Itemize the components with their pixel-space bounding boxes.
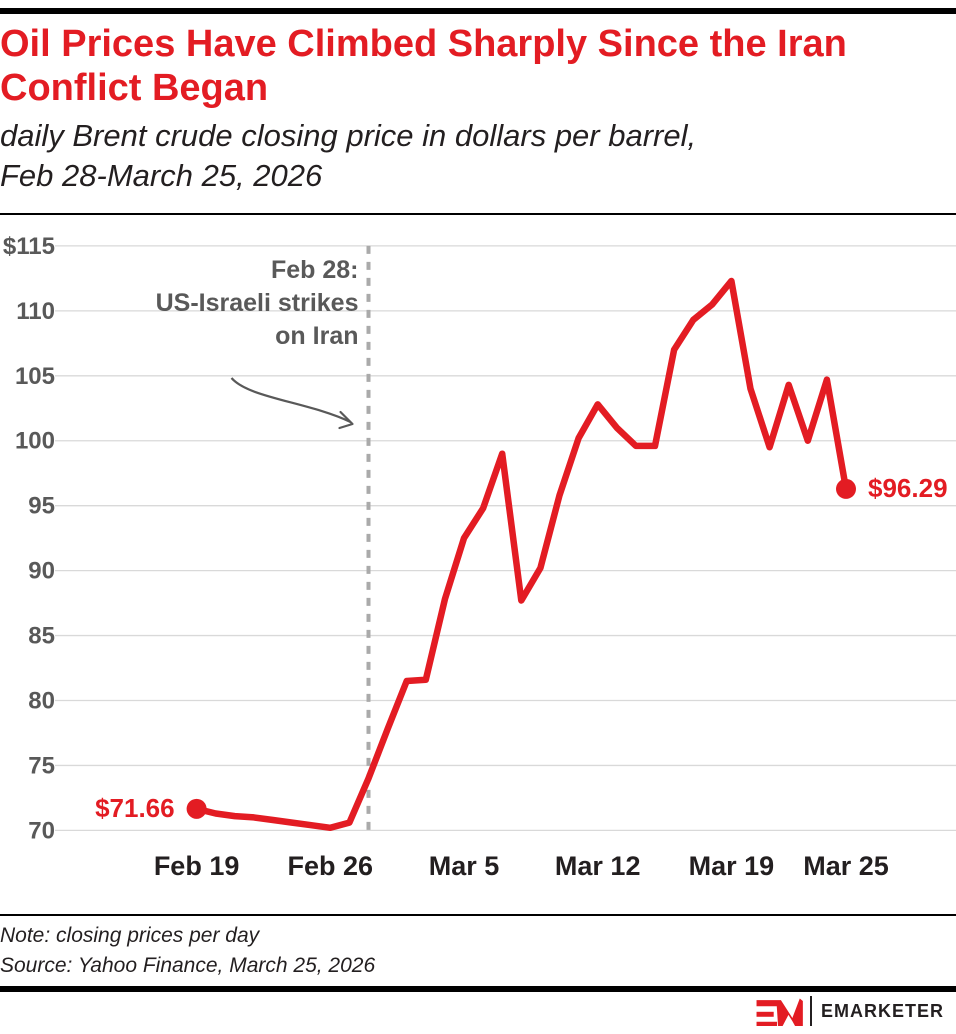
svg-text:110: 110 bbox=[16, 298, 55, 325]
svg-text:95: 95 bbox=[28, 493, 55, 520]
svg-text:85: 85 bbox=[28, 623, 55, 650]
svg-text:80: 80 bbox=[28, 688, 55, 715]
svg-text:100: 100 bbox=[15, 428, 55, 455]
svg-text:$96.29: $96.29 bbox=[868, 473, 948, 503]
svg-text:Mar 12: Mar 12 bbox=[555, 851, 641, 880]
svg-text:Mar 25: Mar 25 bbox=[803, 851, 889, 880]
svg-text:EMARKETER: EMARKETER bbox=[821, 1001, 944, 1021]
svg-text:Mar 19: Mar 19 bbox=[689, 851, 775, 880]
svg-text:Feb 26: Feb 26 bbox=[288, 851, 374, 880]
svg-text:$71.66: $71.66 bbox=[95, 793, 175, 823]
svg-text:Mar 5: Mar 5 bbox=[429, 851, 500, 880]
svg-text:75: 75 bbox=[28, 752, 55, 779]
svg-text:70: 70 bbox=[28, 817, 55, 844]
svg-text:105: 105 bbox=[15, 363, 55, 390]
svg-text:90: 90 bbox=[28, 558, 55, 585]
svg-text:Feb 19: Feb 19 bbox=[154, 851, 240, 880]
svg-text:$115: $115 bbox=[3, 233, 55, 260]
